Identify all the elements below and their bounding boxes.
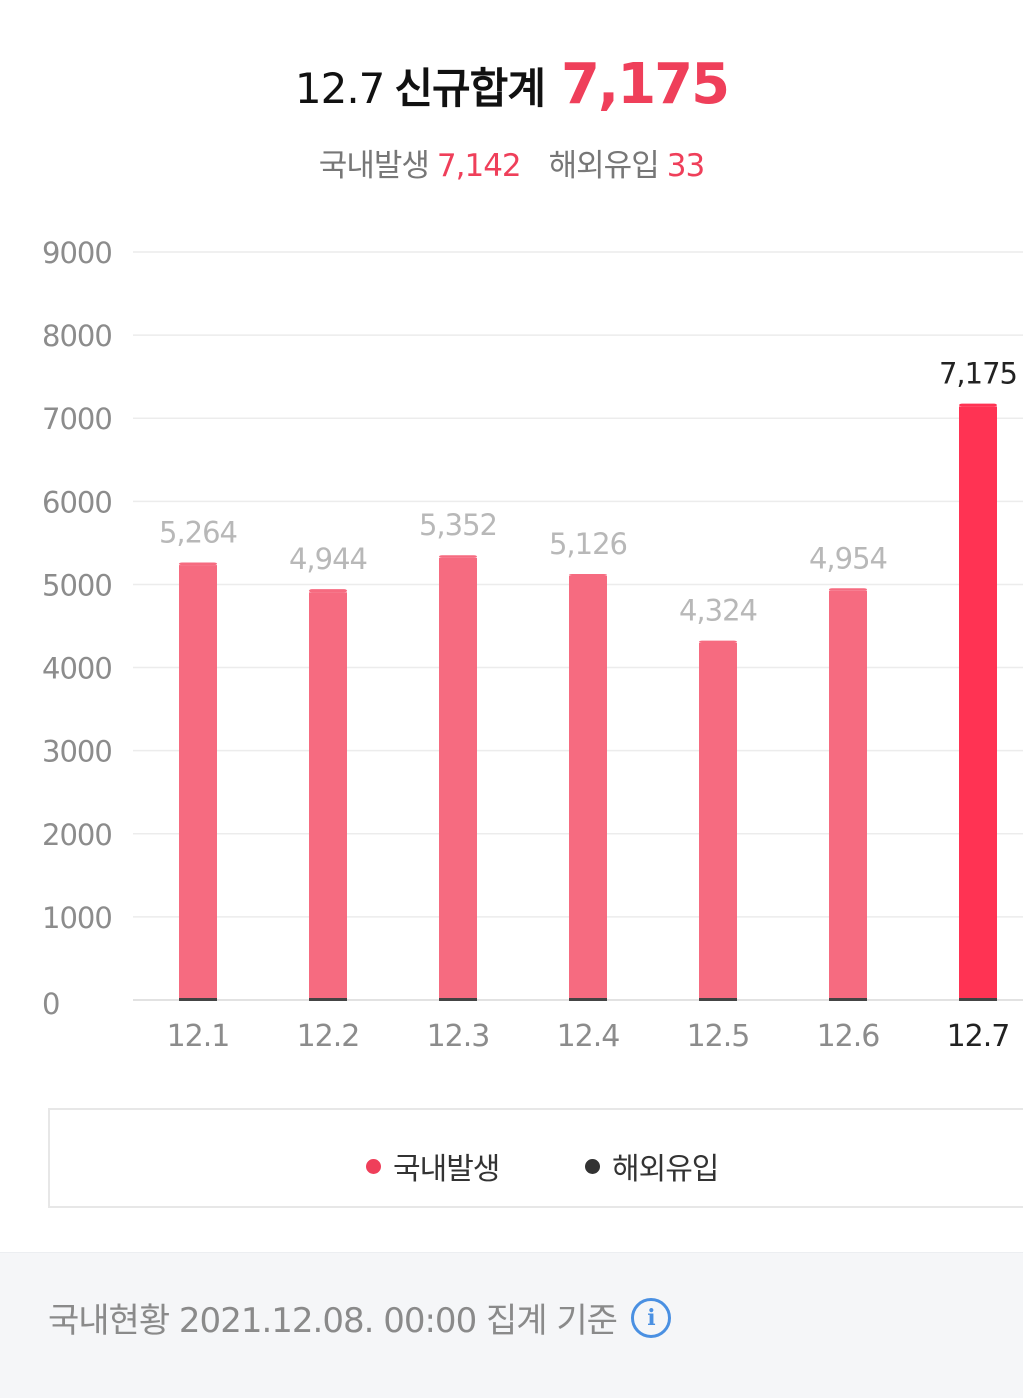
bar-domestic: [699, 642, 737, 1000]
new-cases-total: 7,175: [560, 52, 730, 117]
bar-value-label: 7,175: [939, 357, 1017, 391]
y-tick-label: 3000: [42, 735, 112, 769]
y-tick-label: 0: [42, 987, 59, 1021]
x-tick-label: 12.3: [427, 1019, 490, 1054]
bar-base: [829, 998, 867, 1001]
bar-overseas: [569, 573, 607, 576]
bar-overseas: [179, 562, 217, 566]
title-label: 신규합계: [394, 64, 546, 113]
bar-domestic: [179, 565, 217, 1000]
domestic-value: 7,142: [436, 148, 522, 184]
title-row: 12.7 신규합계 7,175: [0, 52, 1023, 117]
legend-dot-overseas-icon: [585, 1158, 600, 1174]
bar-value-label: 5,352: [419, 508, 497, 542]
footer-bar: 국내현황 2021.12.08. 00:00 집계 기준 i: [0, 1252, 1023, 1398]
breakdown-row: 국내발생 7,142 해외유입 33: [0, 140, 1023, 185]
legend-label-overseas: 해외유입: [612, 1152, 719, 1187]
title-date: 12.7: [294, 64, 386, 113]
x-tick-label: 12.7: [947, 1019, 1010, 1054]
y-tick-label: 4000: [42, 652, 112, 686]
bar-overseas: [959, 403, 997, 407]
legend-dot-domestic-icon: [366, 1158, 381, 1174]
y-tick-label: 6000: [42, 485, 112, 519]
legend-label-domestic: 국내발생: [393, 1152, 500, 1187]
bar-overseas: [699, 640, 737, 643]
bar-base: [699, 998, 737, 1001]
bar-domestic: [829, 590, 867, 1000]
summary-header: 12.7 신규합계 7,175 국내발생 7,142 해외유입 33: [0, 0, 1023, 210]
y-tick-label: 8000: [42, 319, 112, 353]
overseas-value: 33: [666, 148, 705, 184]
bar-domestic: [309, 592, 347, 1000]
bar-value-label: 4,954: [809, 541, 887, 575]
bar-domestic: [959, 406, 997, 1001]
x-tick-label: 12.5: [687, 1019, 750, 1054]
bar-value-label: 5,126: [549, 527, 627, 561]
bar-value-label: 4,324: [679, 594, 757, 628]
x-tick-label: 12.6: [817, 1019, 880, 1054]
x-tick-label: 12.4: [557, 1019, 620, 1054]
bar-base: [179, 998, 217, 1001]
bar-base: [959, 998, 997, 1001]
y-tick-label: 7000: [42, 402, 112, 436]
legend-item-domestic[interactable]: 국내발생: [366, 1144, 500, 1188]
y-tick-label: 2000: [42, 818, 112, 852]
legend-item-overseas[interactable]: 해외유입: [585, 1144, 719, 1188]
y-tick-label: 5000: [42, 568, 112, 602]
bar-overseas: [439, 555, 477, 558]
bar-base: [439, 998, 477, 1001]
footer-note: 국내현황 2021.12.08. 00:00 집계 기준 i: [48, 1293, 671, 1342]
bar-chart: 0 1000 2000 3000 4000 5000 6000 7000 8000 9000 5,2…: [0, 220, 1023, 1080]
x-tick-label: 12.2: [297, 1019, 360, 1054]
bar-value-label: 5,264: [159, 516, 237, 550]
bar-overseas: [309, 589, 347, 593]
bar-value-label: 4,944: [289, 542, 367, 576]
bar-base: [309, 998, 347, 1001]
y-tick-label: 9000: [42, 236, 112, 270]
domestic-label: 국내발생: [318, 148, 430, 184]
bar-domestic: [569, 575, 607, 1000]
footer-timestamp: 국내현황 2021.12.08. 00:00 집계 기준: [48, 1301, 618, 1341]
info-circle-icon[interactable]: i: [630, 1297, 671, 1338]
bar-base: [569, 998, 607, 1001]
bar-chart-svg: 0 1000 2000 3000 4000 5000 6000 7000 8000 9000 5,2…: [42, 236, 1023, 1054]
bar-domestic: [439, 557, 477, 1000]
overseas-label: 해외유입: [548, 148, 660, 184]
chart-legend: 국내발생 해외유입: [48, 1108, 1023, 1208]
x-tick-label: 12.1: [167, 1019, 230, 1054]
y-tick-label: 1000: [42, 901, 112, 935]
bar-overseas: [829, 588, 867, 591]
